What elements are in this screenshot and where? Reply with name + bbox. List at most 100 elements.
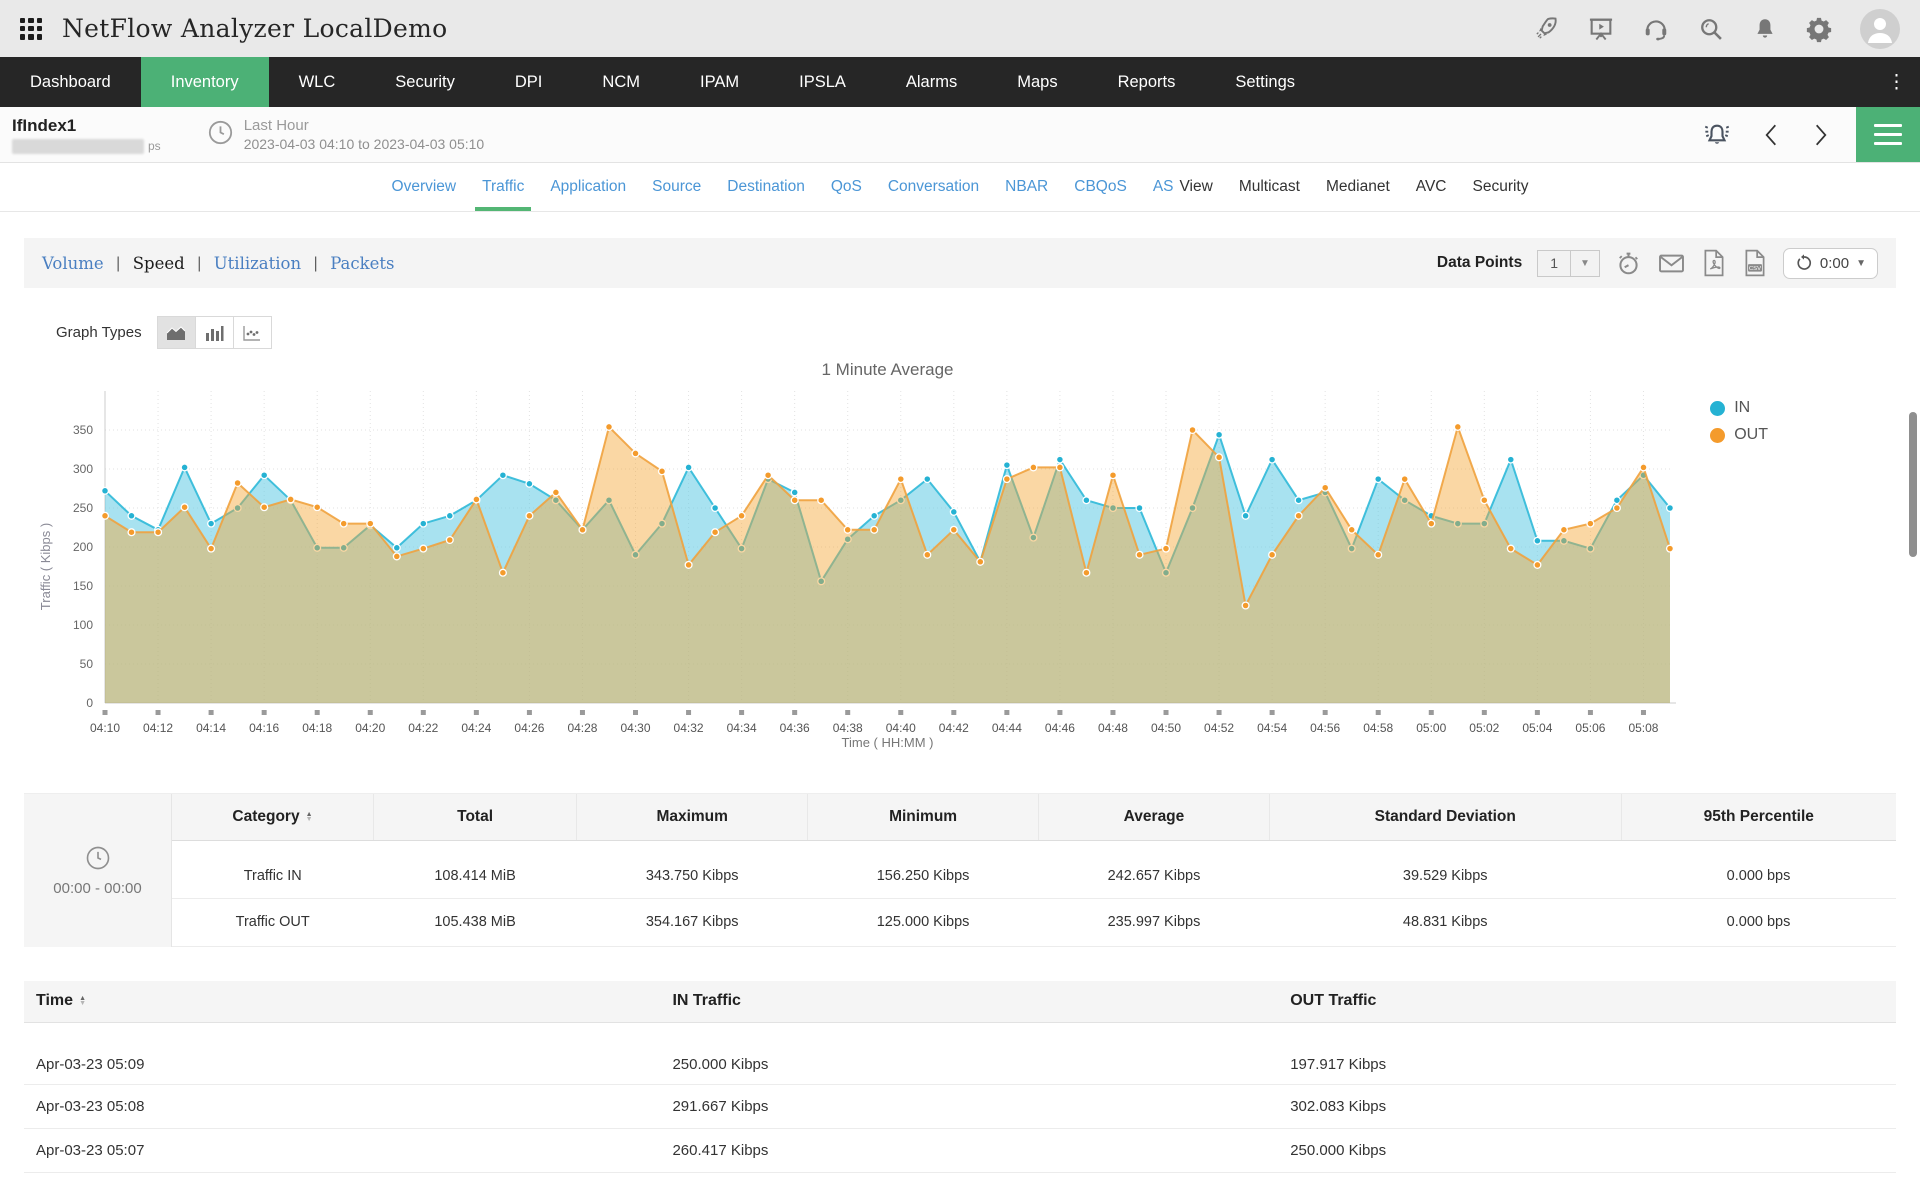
sort-icon: ▲ ▼ xyxy=(79,995,86,1008)
svg-text:04:16: 04:16 xyxy=(249,721,279,735)
notifications-bell-icon[interactable] xyxy=(1752,16,1778,42)
nav-overflow-kebab-icon[interactable]: ⋮ xyxy=(1887,71,1906,93)
nav-item-dpi[interactable]: DPI xyxy=(514,72,543,91)
prev-interface-chevron-icon[interactable] xyxy=(1746,107,1796,162)
graph-type-bar-button[interactable] xyxy=(194,316,234,349)
tab-medianet: Medianet xyxy=(1325,178,1390,195)
view-utilization[interactable]: Utilization xyxy=(213,253,302,273)
nav-item-maps[interactable]: Maps xyxy=(1017,72,1058,91)
tab-traffic[interactable]: Traffic xyxy=(469,163,537,211)
traffic-chart: 1 Minute Average 0 50 100 150 200 250 300 350 04… xyxy=(24,357,1896,755)
nav-item-ipam[interactable]: IPAM xyxy=(699,72,740,91)
data-points-select[interactable]: 1 ▼ xyxy=(1537,249,1600,277)
alarm-bell-icon[interactable] xyxy=(1688,107,1746,162)
nav-item-alarms[interactable]: Alarms xyxy=(905,72,958,91)
svg-text:0: 0 xyxy=(86,696,93,710)
email-report-icon[interactable] xyxy=(1657,249,1686,278)
export-pdf-icon[interactable] xyxy=(1701,249,1727,277)
tab-conversation[interactable]: Conversation xyxy=(887,178,980,195)
summary-time-cell: 00:00 - 00:00 xyxy=(24,794,172,947)
svg-text:Traffic ( Kibps ): Traffic ( Kibps ) xyxy=(38,523,53,610)
tab-destination[interactable]: Destination xyxy=(727,178,805,195)
search-icon[interactable] xyxy=(1697,15,1725,43)
top-bar: NetFlow Analyzer LocalDemo xyxy=(0,0,1920,57)
nav-item-settings[interactable]: Settings xyxy=(1235,72,1295,91)
svg-text:200: 200 xyxy=(73,540,93,554)
svg-text:04:48: 04:48 xyxy=(1098,721,1128,735)
svg-text:04:40: 04:40 xyxy=(886,721,916,735)
nav-item-inventory[interactable]: Inventory xyxy=(140,57,269,107)
nav-item-security[interactable]: Security xyxy=(395,72,455,91)
clock-icon xyxy=(207,119,234,151)
tab-source[interactable]: Source xyxy=(652,178,702,195)
svg-text:04:56: 04:56 xyxy=(1310,721,1340,735)
getting-started-rocket-icon[interactable] xyxy=(1533,15,1560,42)
data-points-value: 1 xyxy=(1550,255,1558,271)
chevron-down-icon: ▼ xyxy=(1569,250,1599,276)
svg-text:04:38: 04:38 xyxy=(833,721,863,735)
svg-text:250: 250 xyxy=(73,501,93,515)
tab-application[interactable]: Application xyxy=(550,178,627,195)
svg-text:150: 150 xyxy=(73,579,93,593)
time-row: Apr-03-23 05:07 260.417 Kibps 250.000 Kibp… xyxy=(24,1128,1896,1173)
legend-dot xyxy=(1710,427,1726,443)
tab-as[interactable]: AS xyxy=(1152,178,1174,195)
svg-text:04:22: 04:22 xyxy=(408,721,438,735)
tab-overview[interactable]: Overview xyxy=(391,178,457,195)
svg-text:05:06: 05:06 xyxy=(1575,721,1605,735)
schedule-stopwatch-icon[interactable] xyxy=(1615,250,1642,277)
nav-item-wlc[interactable]: WLC xyxy=(298,72,336,91)
nav-item-reports[interactable]: Reports xyxy=(1117,72,1176,91)
chart-plot-area[interactable]: 0 50 100 150 200 250 300 350 04:10 04:12 04:14 04:1… xyxy=(24,383,1724,735)
svg-text:05:04: 05:04 xyxy=(1522,721,1552,735)
svg-text:05:08: 05:08 xyxy=(1628,721,1658,735)
svg-text:04:42: 04:42 xyxy=(939,721,969,735)
summary-time-range: 00:00 - 00:00 xyxy=(53,879,142,897)
graph-types-label: Graph Types xyxy=(56,324,142,341)
separator: | xyxy=(313,254,319,272)
view-packets[interactable]: Packets xyxy=(330,253,395,273)
vertical-scrollbar[interactable] xyxy=(1909,412,1917,557)
redacted-interface-detail xyxy=(12,138,144,154)
user-avatar[interactable] xyxy=(1860,8,1900,49)
time-col-out-traffic: OUT Traffic xyxy=(1278,980,1896,1023)
period-range: 2023-04-03 04:10 to 2023-04-03 05:10 xyxy=(243,135,485,152)
svg-text:CSV: CSV xyxy=(1749,266,1761,272)
next-interface-chevron-icon[interactable] xyxy=(1796,107,1846,162)
export-csv-icon[interactable]: CSV xyxy=(1742,249,1768,277)
demo-presentation-icon[interactable] xyxy=(1587,15,1615,43)
graph-type-scatter-button[interactable] xyxy=(232,316,272,349)
area-chart-icon xyxy=(166,325,186,340)
nav-item-ncm[interactable]: NCM xyxy=(602,72,640,91)
tab-nbar[interactable]: NBAR xyxy=(1005,178,1049,195)
tab-view: View xyxy=(1179,178,1213,195)
nav-item-ipsla[interactable]: IPSLA xyxy=(799,72,846,91)
svg-text:04:20: 04:20 xyxy=(355,721,385,735)
panel-hamburger-menu[interactable] xyxy=(1856,107,1920,162)
app-title: NetFlow Analyzer LocalDemo xyxy=(62,14,448,43)
traffic-toolbar: Volume | Speed | Utilization | Packets Data Po… xyxy=(24,238,1896,288)
time-col-time[interactable]: Time ▲ ▼ xyxy=(24,980,661,1023)
svg-text:04:26: 04:26 xyxy=(514,721,544,735)
view-volume[interactable]: Volume xyxy=(42,253,104,273)
svg-text:100: 100 xyxy=(73,618,93,632)
legend-item-out[interactable]: OUT xyxy=(1710,426,1768,444)
tab-cbqos[interactable]: CBQoS xyxy=(1074,178,1127,195)
svg-text:05:00: 05:00 xyxy=(1416,721,1446,735)
svg-text:05:02: 05:02 xyxy=(1469,721,1499,735)
apps-grid-icon[interactable] xyxy=(20,17,42,40)
support-headset-icon[interactable] xyxy=(1642,15,1670,43)
svg-text:04:50: 04:50 xyxy=(1151,721,1181,735)
tab-qos[interactable]: QoS xyxy=(830,178,862,195)
interface-header: IfIndex1 ps Last Hour 2023-04-03 04:10 t… xyxy=(0,107,1920,163)
graph-type-area-button[interactable] xyxy=(156,316,196,349)
summary-col-category[interactable]: Category ▲ ▼ xyxy=(172,794,374,841)
settings-gear-icon[interactable] xyxy=(1805,15,1833,43)
report-tabs: Overview Traffic Application Source Destinat… xyxy=(0,163,1920,212)
legend-item-in[interactable]: IN xyxy=(1710,399,1768,417)
svg-text:04:34: 04:34 xyxy=(727,721,757,735)
nav-item-dashboard[interactable]: Dashboard xyxy=(30,72,111,91)
auto-refresh-button[interactable]: 0:00 ▼ xyxy=(1782,247,1878,279)
interface-name: IfIndex1 xyxy=(12,115,77,135)
time-period-selector[interactable]: Last Hour 2023-04-03 04:10 to 2023-04-03… xyxy=(244,117,485,153)
